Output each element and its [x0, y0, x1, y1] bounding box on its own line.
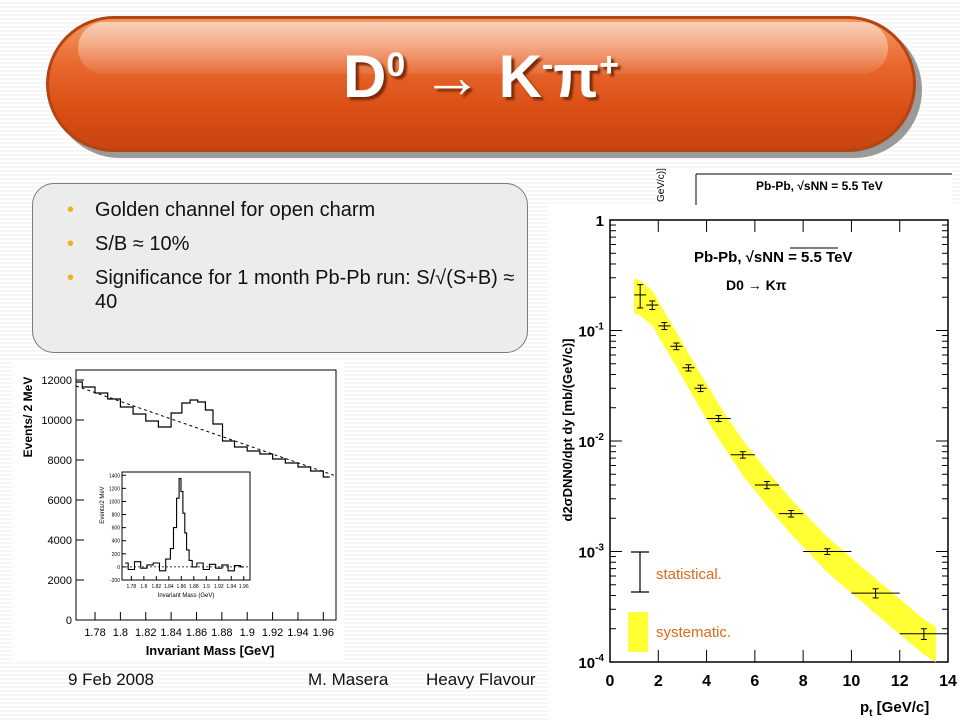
mass-plot-panel [12, 360, 344, 660]
footer-date: 9 Feb 2008 [68, 670, 155, 689]
footer-author: M. Masera [308, 670, 389, 689]
peek-ylabel: GeV/c)] [656, 168, 667, 202]
peek-text: Pb-Pb, √sNN = 5.5 TeV [756, 179, 883, 193]
title-gloss [78, 22, 888, 74]
bullet-mark-icon: • [67, 199, 75, 221]
bullet-mark-icon: • [67, 233, 75, 255]
footer-event: Heavy Flavour [426, 670, 536, 689]
overlapping-plot-fragment: GeV/c)] Pb-Pb, √sNN = 5.5 TeV [656, 168, 952, 208]
bullet-item: • Significance for 1 month Pb-Pb run: S/√… [67, 267, 515, 313]
slide-title: D0 → K-π+ [342, 43, 620, 110]
bullet-box: • Golden channel for open charm • S/B ≈ 10… [32, 183, 528, 353]
cross-section-panel [548, 205, 960, 720]
bullet-item: • S/B ≈ 10% [67, 233, 190, 255]
bullet-item: • Golden channel for open charm [67, 199, 376, 221]
bullet-mark-icon: • [67, 267, 75, 289]
